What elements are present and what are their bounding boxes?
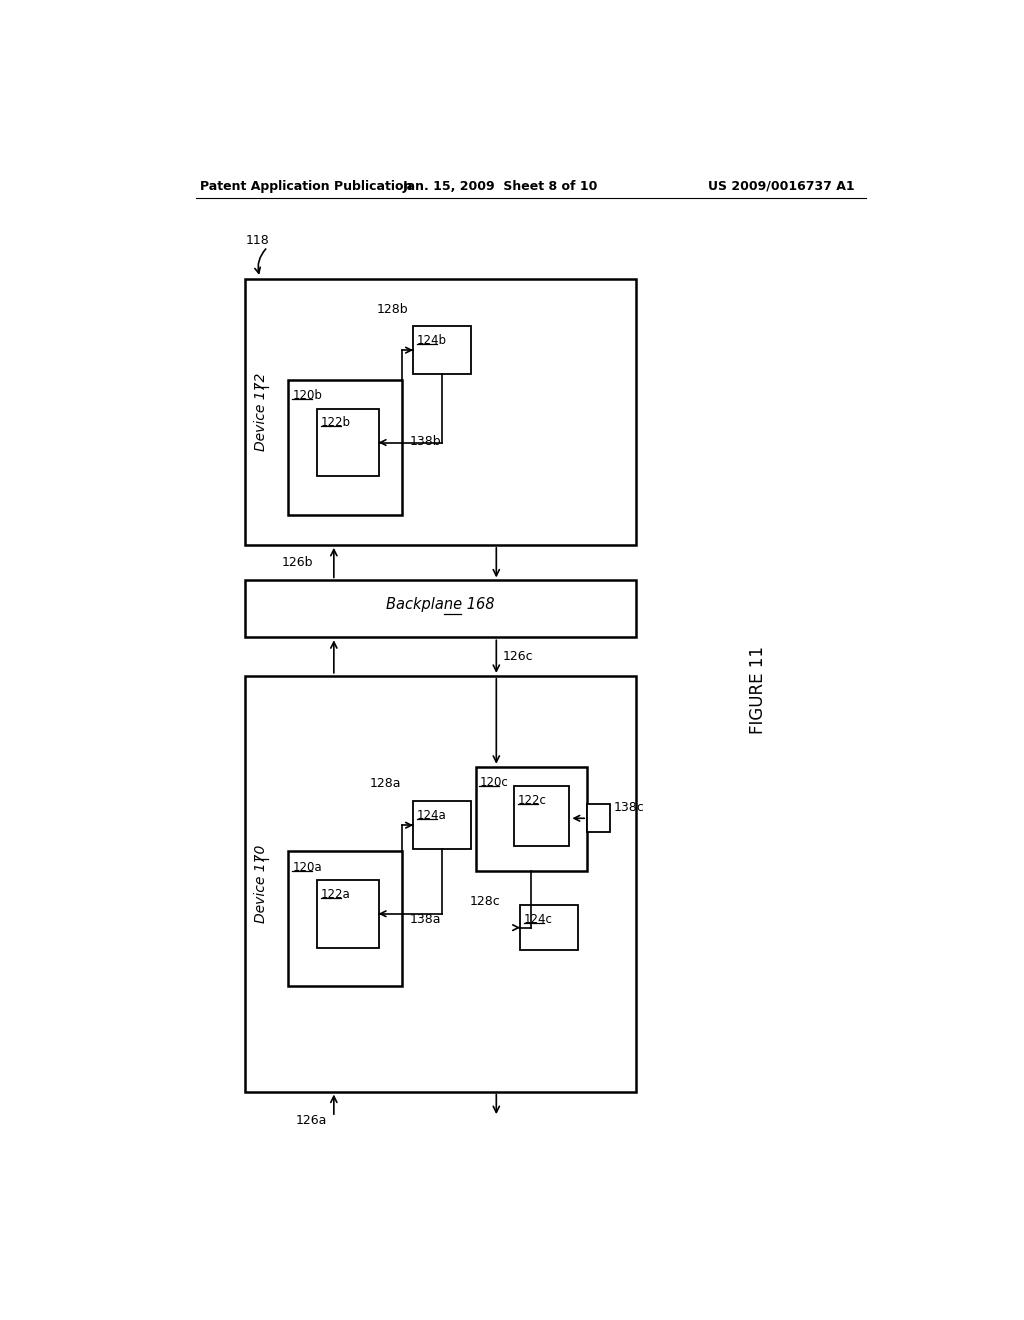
Bar [587, 804, 610, 832]
Text: US 2009/0016737 A1: US 2009/0016737 A1 [708, 180, 854, 193]
Text: 124a: 124a [417, 809, 446, 822]
Bar [475, 767, 587, 871]
Text: 124b: 124b [417, 334, 447, 347]
Bar [245, 280, 636, 545]
Text: 118: 118 [246, 234, 269, 247]
Text: 122b: 122b [321, 416, 351, 429]
Text: 126b: 126b [282, 556, 313, 569]
Text: 122c: 122c [518, 793, 547, 807]
Text: Device 172: Device 172 [254, 374, 268, 451]
Bar [245, 676, 636, 1092]
Text: Backplane 168: Backplane 168 [386, 598, 495, 612]
Text: 128b: 128b [377, 302, 409, 315]
Text: 128c: 128c [469, 895, 500, 908]
Bar [289, 851, 402, 986]
Text: Device 170: Device 170 [254, 845, 268, 923]
Text: Jan. 15, 2009  Sheet 8 of 10: Jan. 15, 2009 Sheet 8 of 10 [402, 180, 598, 193]
Text: 124c: 124c [524, 913, 553, 927]
Bar [520, 906, 578, 950]
Text: Patent Application Publication: Patent Application Publication [200, 180, 413, 193]
Text: 128a: 128a [370, 777, 400, 791]
Bar [413, 326, 471, 374]
Text: 126c: 126c [503, 649, 534, 663]
Text: 138c: 138c [614, 800, 645, 813]
Text: 120c: 120c [479, 776, 508, 789]
Bar [514, 785, 569, 846]
Bar [245, 581, 636, 638]
Text: 122a: 122a [321, 887, 350, 900]
Text: FIGURE 11: FIGURE 11 [750, 645, 767, 734]
Text: 138a: 138a [410, 912, 440, 925]
Bar [413, 801, 471, 849]
Text: 126a: 126a [296, 1114, 328, 1127]
Bar [289, 380, 402, 515]
Bar [316, 409, 379, 477]
Text: 120b: 120b [292, 389, 323, 403]
Text: 138b: 138b [410, 436, 441, 449]
Bar [316, 880, 379, 948]
Text: 120a: 120a [292, 861, 322, 874]
